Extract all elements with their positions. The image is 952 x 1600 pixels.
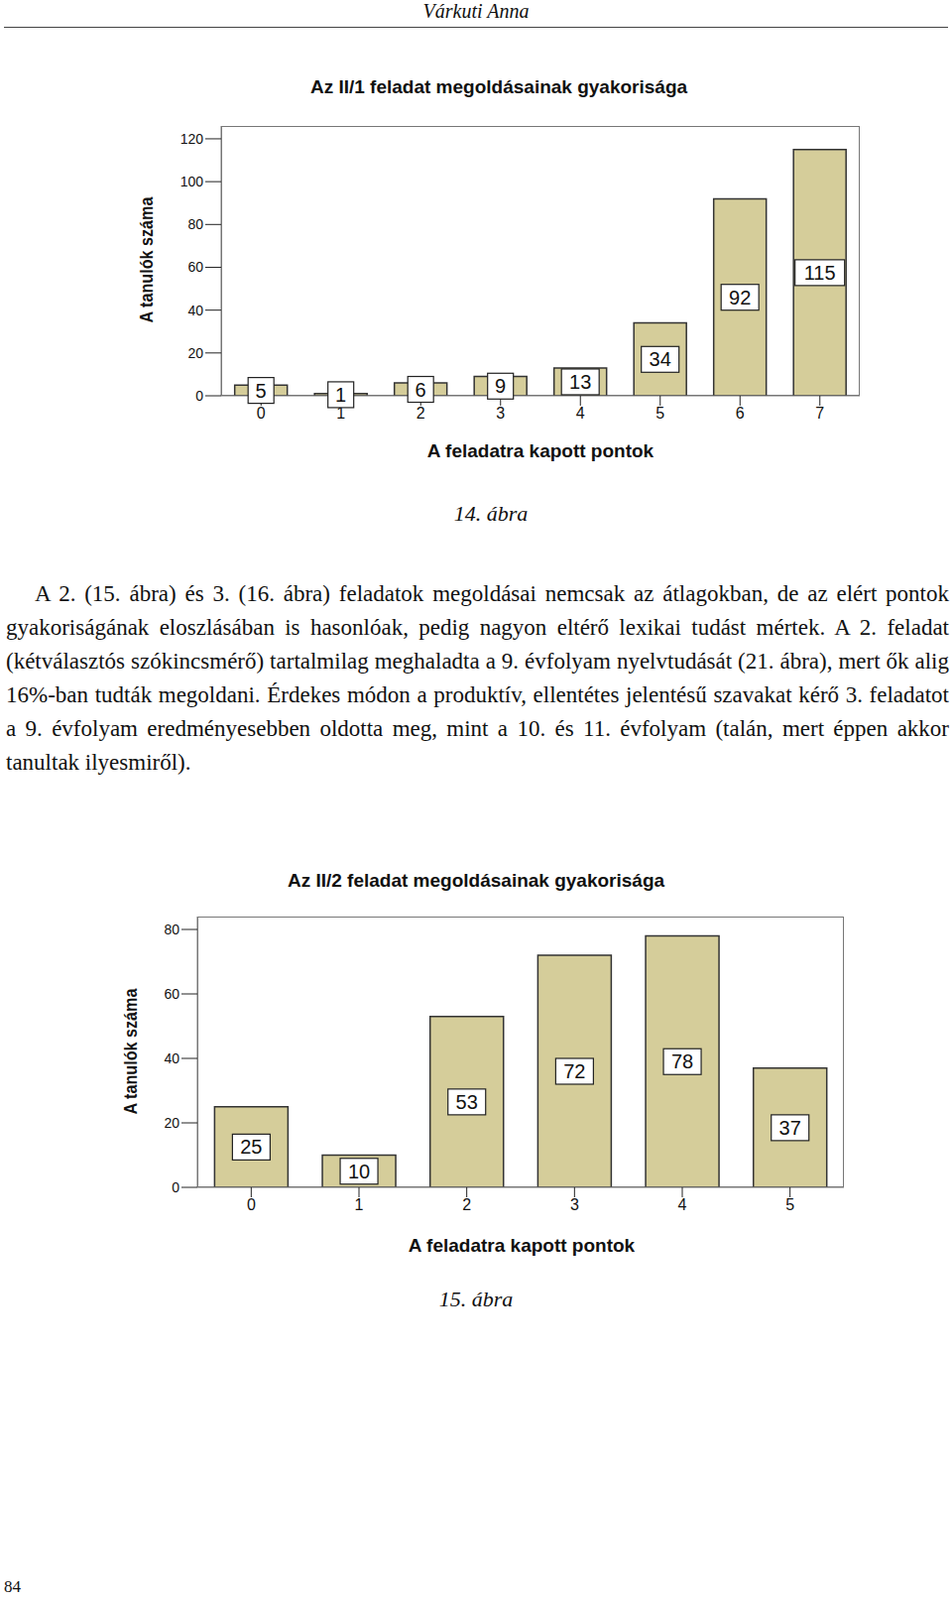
svg-text:34: 34 <box>649 348 672 370</box>
html-text:A 2. (15. ábra) és 3. (16. ábr: A 2. (15. ábra) és 3. (16. ábra) feladat… <box>5 581 950 775</box>
svg-text:10: 10 <box>348 1160 370 1183</box>
html-text:Az II/2 feladat megoldásainak: Az II/2 feladat megoldásainak gyakoriság… <box>287 869 665 891</box>
svg-text:78: 78 <box>671 1050 694 1072</box>
svg-text:4: 4 <box>576 404 586 422</box>
svg-text:6: 6 <box>735 404 745 422</box>
svg-text:60: 60 <box>187 258 204 275</box>
svg-text:40: 40 <box>163 1050 180 1067</box>
svg-text:0: 0 <box>256 404 266 422</box>
html-text:14. ábra: 14. ábra <box>453 500 528 526</box>
html-text:A tanulók száma: A tanulók száma <box>119 987 141 1114</box>
svg-text:5: 5 <box>655 404 665 422</box>
svg-text:3: 3 <box>495 404 505 422</box>
svg-text:1: 1 <box>336 404 346 422</box>
html-text:A tanulók száma: A tanulók száma <box>135 196 157 323</box>
svg-text:53: 53 <box>456 1090 478 1113</box>
svg-text:0: 0 <box>171 1179 180 1195</box>
svg-text:120: 120 <box>180 130 205 147</box>
html-text:Várkuti Anna: Várkuti Anna <box>423 0 529 22</box>
svg-text:37: 37 <box>779 1116 802 1139</box>
svg-text:60: 60 <box>163 985 180 1002</box>
svg-text:2: 2 <box>416 404 426 422</box>
svg-text:92: 92 <box>728 286 751 309</box>
html-text:84: 84 <box>3 1576 21 1596</box>
svg-text:9: 9 <box>494 374 506 397</box>
svg-text:20: 20 <box>187 345 204 361</box>
svg-text:115: 115 <box>804 261 836 284</box>
svg-text:0: 0 <box>195 387 204 404</box>
svg-text:1: 1 <box>355 1195 364 1213</box>
svg-text:5: 5 <box>255 379 267 402</box>
html-text:Az II/1 feladat megoldásainak: Az II/1 feladat megoldásainak gyakoriság… <box>310 76 688 98</box>
html-text:15. ábra: 15. ábra <box>439 1286 513 1311</box>
svg-text:72: 72 <box>563 1060 586 1082</box>
svg-text:13: 13 <box>569 370 592 393</box>
svg-text:3: 3 <box>570 1195 580 1213</box>
svg-text:4: 4 <box>678 1195 688 1213</box>
svg-text:1: 1 <box>335 383 347 406</box>
svg-text:2: 2 <box>462 1195 472 1213</box>
svg-text:7: 7 <box>815 404 825 422</box>
svg-text:80: 80 <box>187 216 204 233</box>
svg-text:100: 100 <box>180 173 205 190</box>
html-text:A feladatra kapott pontok: A feladatra kapott pontok <box>408 1234 635 1256</box>
svg-text:5: 5 <box>785 1195 795 1213</box>
svg-text:6: 6 <box>415 378 427 401</box>
svg-text:80: 80 <box>163 921 180 938</box>
svg-text:25: 25 <box>239 1135 262 1158</box>
svg-text:40: 40 <box>187 302 204 319</box>
html-text:A feladatra kapott pontok: A feladatra kapott pontok <box>427 440 654 462</box>
svg-text:20: 20 <box>163 1114 180 1131</box>
svg-text:0: 0 <box>246 1195 256 1213</box>
